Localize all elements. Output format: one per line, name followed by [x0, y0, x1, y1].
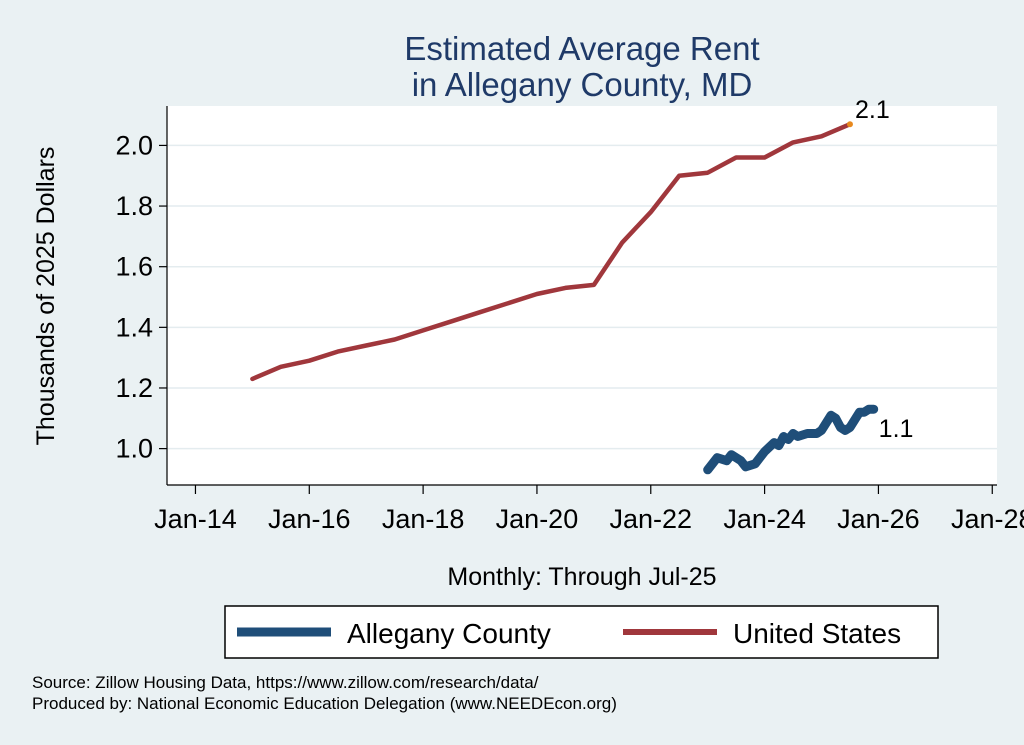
series-endpoint-united-states [846, 121, 853, 128]
producer-note: Produced by: National Economic Education… [32, 694, 617, 713]
x-tick-label: Jan-20 [496, 504, 579, 534]
y-axis-title: Thousands of 2025 Dollars [32, 147, 60, 446]
y-tick-label: 2.0 [115, 130, 153, 160]
y-tick-label: 1.6 [115, 252, 153, 282]
legend-box [224, 605, 939, 659]
plot-area [167, 106, 997, 485]
series-line-united-states [250, 121, 853, 382]
x-axis-ticks: Jan-14 Jan-16 Jan-18 Jan-20 Jan-22 Jan-24 Jan-… [154, 485, 1024, 534]
x-tick-label: Jan-28 [951, 504, 1024, 534]
end-labels: 1.1 2.1 [855, 96, 913, 443]
y-axis-ticks: 1.0 1.2 1.4 1.6 1.8 2.0 [115, 130, 167, 464]
x-tick-label: Jan-26 [837, 504, 920, 534]
x-tick-label: Jan-16 [268, 504, 351, 534]
x-tick-label: Jan-22 [609, 504, 692, 534]
series-lines [250, 121, 879, 475]
legend-label-united-states: United States [733, 618, 901, 649]
y-tick-label: 1.4 [115, 312, 153, 342]
end-label-united-states: 2.1 [855, 96, 890, 124]
y-tick-label: 1.0 [115, 434, 153, 464]
source-note: Source: Zillow Housing Data, https://www… [32, 673, 539, 692]
x-axis-title: Monthly: Through Jul-25 [447, 563, 716, 591]
x-tick-label: Jan-14 [154, 504, 237, 534]
end-label-allegany-county: 1.1 [879, 415, 914, 443]
y-tick-label: 1.2 [115, 373, 153, 403]
y-tick-label: 1.8 [115, 191, 153, 221]
legend: Allegany County United States [224, 605, 939, 659]
x-tick-label: Jan-18 [382, 504, 465, 534]
gridlines [167, 144, 997, 450]
legend-label-allegany-county: Allegany County [347, 618, 551, 649]
chart-title-line-2: in Allegany County, MD [412, 66, 753, 103]
x-tick-label: Jan-24 [723, 504, 806, 534]
series-line-allegany-county [703, 404, 879, 475]
chart-title-line-1: Estimated Average Rent [404, 30, 759, 67]
